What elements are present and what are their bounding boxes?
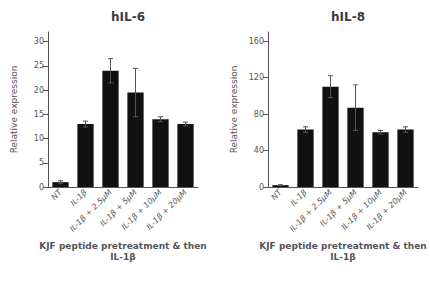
svg-text:IL-1β + 10μM: IL-1β + 10μM [119, 187, 164, 232]
svg-text:Relative expression: Relative expression [229, 66, 239, 154]
svg-text:160: 160 [249, 37, 264, 46]
svg-text:KJF peptide pretreatment & the: KJF peptide pretreatment & then [259, 241, 426, 251]
svg-text:IL-1β: IL-1β [330, 252, 356, 262]
svg-text:40: 40 [254, 146, 264, 155]
svg-text:IL-1β + 5μM: IL-1β + 5μM [98, 187, 139, 229]
svg-text:hIL-8: hIL-8 [331, 10, 365, 24]
svg-text:25: 25 [34, 61, 44, 70]
svg-text:Relative expression: Relative expression [9, 66, 19, 154]
svg-text:IL-1β + 20μM: IL-1β + 20μM [365, 188, 409, 232]
svg-text:NT: NT [270, 187, 285, 202]
svg-text:IL-1β: IL-1β [69, 188, 89, 208]
svg-text:hIL-6: hIL-6 [111, 10, 145, 24]
svg-text:80: 80 [254, 110, 264, 119]
svg-text:IL-1β + 10μM: IL-1β + 10μM [339, 187, 384, 232]
svg-text:30: 30 [34, 37, 44, 46]
svg-text:5: 5 [39, 158, 44, 167]
svg-text:IL-1β + 2.5μM: IL-1β + 2.5μM [288, 188, 334, 234]
svg-text:IL-1β + 5μM: IL-1β + 5μM [318, 187, 359, 229]
svg-text:KJF peptide pretreatment & the: KJF peptide pretreatment & then [39, 241, 206, 251]
svg-text:IL-1β: IL-1β [110, 252, 136, 262]
svg-text:IL-1β: IL-1β [289, 188, 309, 208]
svg-text:IL-1β + 20μM: IL-1β + 20μM [145, 188, 189, 232]
svg-text:IL-1β + 2.5μM: IL-1β + 2.5μM [68, 188, 114, 234]
svg-text:20: 20 [34, 86, 44, 95]
svg-text:0: 0 [39, 183, 44, 192]
svg-text:0: 0 [259, 183, 264, 192]
svg-text:10: 10 [34, 134, 44, 143]
svg-text:120: 120 [249, 73, 264, 82]
svg-text:15: 15 [34, 110, 44, 119]
svg-text:NT: NT [50, 187, 65, 202]
